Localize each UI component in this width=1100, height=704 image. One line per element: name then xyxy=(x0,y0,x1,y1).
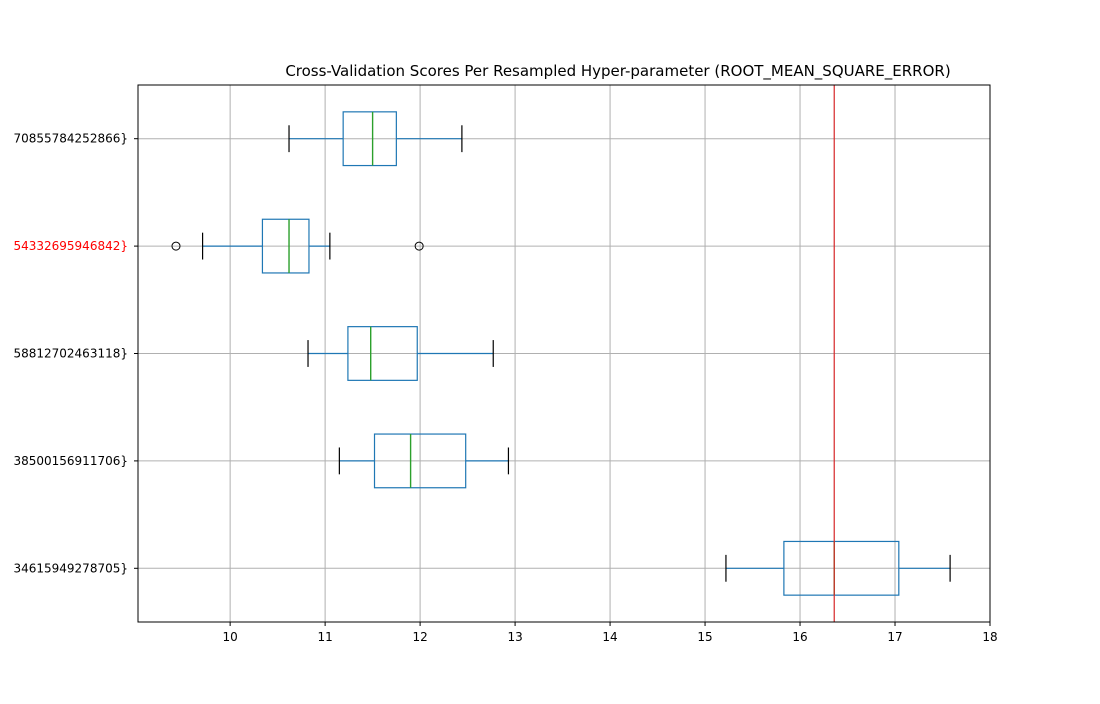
box-item xyxy=(307,326,494,381)
x-tick-label: 18 xyxy=(982,630,997,644)
iqr-box xyxy=(342,111,397,167)
x-tick-label: 17 xyxy=(887,630,902,644)
iqr-box xyxy=(373,433,467,489)
y-tick-label: 54332695946842} xyxy=(13,239,128,253)
x-tick-label: 10 xyxy=(222,630,237,644)
iqr-box xyxy=(783,540,900,596)
box-item xyxy=(338,433,510,489)
y-tick-label: 38500156911706} xyxy=(13,454,128,468)
outlier-point xyxy=(171,241,181,251)
x-tick-label: 15 xyxy=(697,630,712,644)
iqr-box xyxy=(347,326,418,381)
iqr-box xyxy=(261,218,310,274)
outlier-point xyxy=(414,241,424,251)
y-tick-label: 58812702463118} xyxy=(13,347,128,361)
grid-lines xyxy=(138,85,991,622)
x-tick-label: 16 xyxy=(792,630,807,644)
x-tick-label: 14 xyxy=(602,630,617,644)
x-tick-label: 11 xyxy=(317,630,332,644)
plot-frame xyxy=(137,84,991,623)
y-tick-label: 34615949278705} xyxy=(13,561,128,575)
y-tick-label: 70855784252866} xyxy=(13,132,128,146)
box-item xyxy=(171,218,424,274)
box-series-group xyxy=(171,111,951,596)
chart-title: Cross-Validation Scores Per Resampled Hy… xyxy=(285,62,950,81)
box-item xyxy=(288,111,463,167)
x-tick-label: 12 xyxy=(412,630,427,644)
x-tick-label: 13 xyxy=(507,630,522,644)
